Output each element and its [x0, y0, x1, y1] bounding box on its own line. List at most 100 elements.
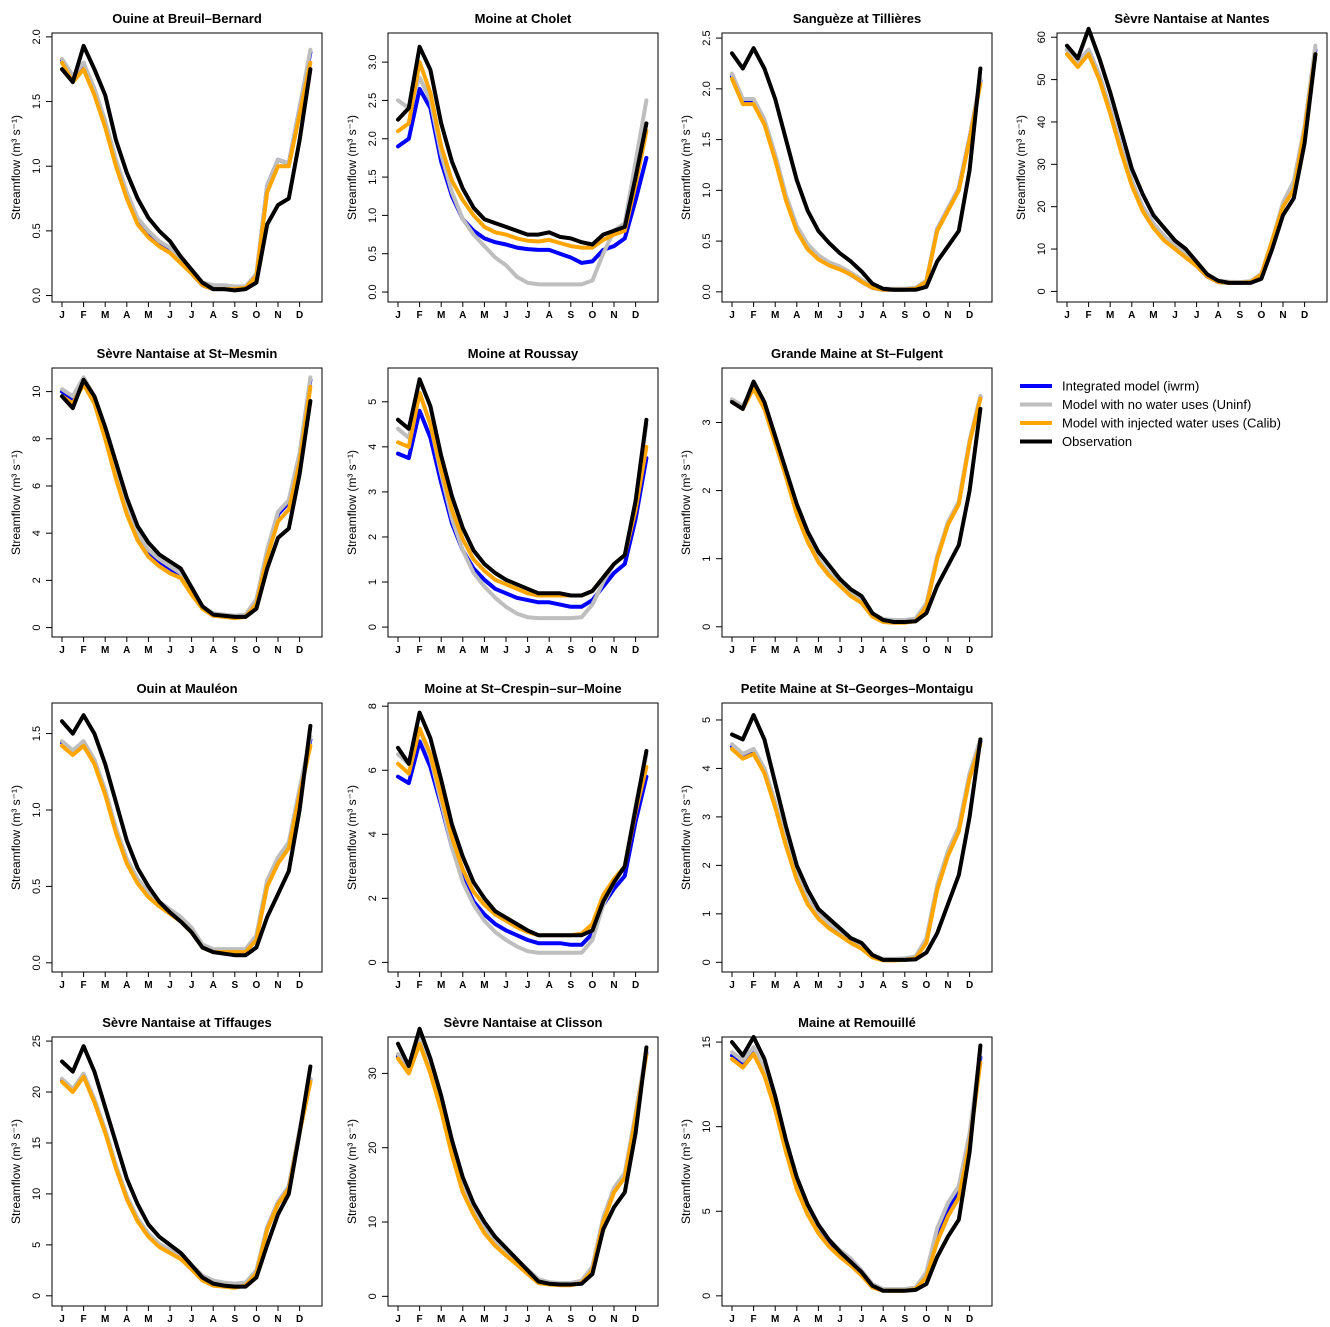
- y-tick-label: 10: [1036, 243, 1048, 255]
- x-tick-label: J: [189, 645, 195, 656]
- y-axis-label: Streamflow (m³ s⁻¹): [9, 1119, 23, 1224]
- x-tick-label: D: [966, 980, 973, 991]
- y-tick-label: 3.0: [367, 54, 379, 69]
- legend-label: Integrated model (iwrm): [1062, 379, 1199, 394]
- x-tick-label: N: [610, 1314, 617, 1325]
- x-tick-label: S: [567, 310, 574, 321]
- y-tick-label: 0.0: [31, 288, 43, 303]
- x-tick-label: M: [101, 1314, 109, 1325]
- x-tick-label: J: [525, 310, 531, 321]
- y-tick-label: 30: [1036, 158, 1048, 170]
- series-line: [60, 1074, 313, 1290]
- x-tick-label: M: [101, 645, 109, 656]
- x-tick-label: F: [751, 645, 757, 656]
- x-tick-label: O: [253, 645, 261, 656]
- series-line: [60, 60, 313, 292]
- y-tick-label: 30: [367, 1067, 379, 1079]
- x-tick-label: A: [546, 980, 553, 991]
- y-tick-label: 0.0: [701, 284, 713, 299]
- x-tick-label: D: [632, 1314, 639, 1325]
- x-tick-label: J: [859, 310, 865, 321]
- panel: Sèvre Nantaise at Nantes Streamflow (m³ s…: [1014, 11, 1328, 321]
- y-tick-label: 1: [701, 556, 713, 562]
- x-tick-label: M: [437, 980, 445, 991]
- y-tick-label: 5: [367, 399, 379, 405]
- x-tick-label: F: [417, 980, 423, 991]
- series-line: [1065, 52, 1318, 285]
- x-tick-label: A: [459, 980, 466, 991]
- x-tick-label: N: [610, 645, 617, 656]
- y-tick-label: 0: [701, 624, 713, 630]
- series-line: [60, 382, 313, 621]
- y-tick-label: 0: [31, 624, 43, 630]
- series-line: [730, 1045, 983, 1292]
- plot-frame: [721, 32, 993, 303]
- plot-frame: [387, 367, 659, 638]
- series-line: [1065, 26, 1318, 285]
- x-tick-label: A: [210, 980, 217, 991]
- x-tick-label: D: [632, 645, 639, 656]
- x-tick-label: J: [189, 310, 195, 321]
- x-tick-label: A: [210, 645, 217, 656]
- series-line: [60, 734, 313, 952]
- x-tick-label: D: [966, 1314, 973, 1325]
- x-tick-label: J: [59, 645, 65, 656]
- panel-title: Grande Maine at St–Fulgent: [771, 346, 944, 361]
- legend: Integrated model (iwrm) Model with no wat…: [1020, 379, 1281, 449]
- series-line: [396, 60, 649, 250]
- x-tick-label: D: [296, 1314, 303, 1325]
- series-line: [730, 1051, 983, 1293]
- x-tick-label: N: [274, 1314, 281, 1325]
- x-tick-label: J: [395, 645, 401, 656]
- x-tick-label: M: [771, 310, 779, 321]
- x-tick-label: N: [944, 1314, 951, 1325]
- y-tick-label: 1.5: [701, 132, 713, 147]
- y-tick-label: 4: [701, 765, 713, 771]
- y-tick-label: 10: [367, 1216, 379, 1228]
- x-tick-label: O: [253, 980, 261, 991]
- series-line: [60, 43, 313, 293]
- y-tick-label: 0.5: [31, 223, 43, 238]
- y-tick-label: 2.5: [367, 93, 379, 108]
- x-tick-label: A: [123, 645, 130, 656]
- x-tick-label: F: [751, 1314, 757, 1325]
- series-line: [1065, 43, 1318, 285]
- x-tick-label: A: [793, 310, 800, 321]
- x-tick-label: A: [459, 1314, 466, 1325]
- y-tick-label: 0.0: [31, 955, 43, 970]
- plot-frame: [387, 32, 659, 303]
- x-tick-label: D: [966, 645, 973, 656]
- y-tick-label: 15: [31, 1137, 43, 1149]
- x-tick-label: A: [546, 645, 553, 656]
- x-tick-label: A: [880, 310, 887, 321]
- series-line: [730, 713, 983, 962]
- x-tick-label: F: [81, 310, 87, 321]
- y-axis-label: Streamflow (m³ s⁻¹): [9, 785, 23, 890]
- y-tick-label: 8: [367, 703, 379, 709]
- panel: Sanguèze at Tillières Streamflow (m³ s⁻¹)…: [679, 11, 993, 321]
- x-tick-label: A: [210, 1314, 217, 1325]
- series-line: [60, 1044, 313, 1289]
- y-tick-label: 5: [31, 1242, 43, 1248]
- legend-label: Model with injected water uses (Calib): [1062, 416, 1281, 431]
- x-tick-label: O: [589, 1314, 597, 1325]
- panel-title: Sèvre Nantaise at St–Mesmin: [97, 346, 278, 361]
- panel: Ouine at Breuil–Bernard Streamflow (m³ s⁻…: [9, 11, 323, 321]
- y-axis-label: Streamflow (m³ s⁻¹): [345, 450, 359, 555]
- x-tick-label: A: [546, 310, 553, 321]
- x-tick-label: A: [880, 1314, 887, 1325]
- x-tick-label: M: [814, 980, 822, 991]
- y-tick-label: 0: [31, 1293, 43, 1299]
- y-tick-label: 4: [367, 444, 379, 450]
- plot-frame: [1056, 32, 1328, 303]
- panel-title: Moine at St–Crespin–sur–Moine: [424, 681, 621, 696]
- x-tick-label: N: [274, 645, 281, 656]
- x-tick-label: O: [923, 645, 931, 656]
- series-line: [730, 737, 983, 961]
- x-tick-label: F: [417, 645, 423, 656]
- panel-title: Sèvre Nantaise at Tiffauges: [102, 1015, 272, 1030]
- x-tick-label: F: [81, 1314, 87, 1325]
- x-tick-label: D: [632, 980, 639, 991]
- y-tick-label: 20: [1036, 201, 1048, 213]
- y-tick-label: 20: [31, 1086, 43, 1098]
